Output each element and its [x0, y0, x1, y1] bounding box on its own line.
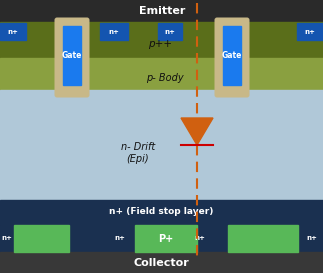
- Text: p++: p++: [148, 39, 172, 49]
- Bar: [158, 23, 182, 40]
- Text: n+: n+: [2, 236, 13, 242]
- Text: n+: n+: [7, 28, 18, 34]
- FancyBboxPatch shape: [55, 17, 89, 97]
- Bar: [228, 225, 298, 252]
- Text: P+: P+: [158, 233, 174, 244]
- FancyBboxPatch shape: [214, 17, 249, 97]
- Bar: [0, 22, 323, 70]
- Text: Gate: Gate: [62, 51, 82, 60]
- Text: n+ (Field stop layer): n+ (Field stop layer): [109, 207, 213, 216]
- Bar: [0, 93, 323, 118]
- Bar: [0, 23, 26, 40]
- Bar: [223, 26, 241, 85]
- Bar: [0, 90, 323, 200]
- Text: n+: n+: [305, 28, 316, 34]
- Bar: [0, 200, 323, 225]
- Text: p- Body: p- Body: [146, 73, 184, 83]
- Bar: [0, 0, 323, 22]
- Text: n- Drift
(Epi): n- Drift (Epi): [121, 142, 155, 164]
- Bar: [63, 26, 81, 85]
- Bar: [14, 225, 69, 252]
- Text: n+: n+: [307, 236, 318, 242]
- Text: n+: n+: [194, 236, 205, 242]
- Text: Emitter: Emitter: [139, 6, 185, 16]
- Bar: [0, 58, 323, 108]
- Text: n+: n+: [115, 236, 125, 242]
- Polygon shape: [181, 118, 213, 145]
- Text: Collector: Collector: [133, 258, 189, 268]
- Bar: [297, 23, 323, 40]
- Bar: [0, 252, 323, 273]
- Text: n+: n+: [164, 28, 175, 34]
- Bar: [135, 225, 197, 252]
- Text: n+: n+: [109, 28, 120, 34]
- Bar: [0, 225, 323, 252]
- Text: Gate: Gate: [222, 51, 242, 60]
- Bar: [100, 23, 128, 40]
